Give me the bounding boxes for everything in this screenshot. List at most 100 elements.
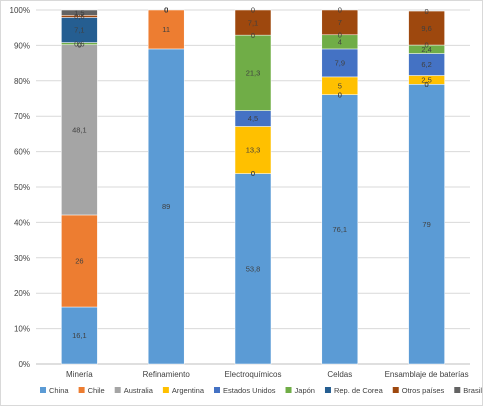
data-label: 7,1 — [74, 26, 84, 35]
data-label: 0 — [164, 6, 168, 15]
legend-swatch — [285, 387, 292, 393]
category-label: Electroquímicos — [225, 370, 282, 379]
legend-label: Chile — [88, 386, 105, 395]
data-label: 0 — [338, 90, 342, 99]
y-tick-label: 40% — [14, 218, 30, 227]
legend-swatch — [324, 387, 331, 393]
data-label: 7,9 — [335, 59, 345, 68]
data-label: 13,3 — [246, 146, 261, 155]
category-label: Refinamiento — [143, 370, 191, 379]
legend-swatch — [78, 387, 85, 393]
legend-label: Rep. de Corea — [334, 386, 384, 395]
y-tick-label: 80% — [14, 77, 30, 86]
bar-segment — [234, 126, 272, 174]
y-tick-label: 20% — [14, 289, 30, 298]
data-label: 0 — [251, 169, 255, 178]
bar-segment — [147, 48, 185, 365]
data-label: 2,5 — [421, 76, 431, 85]
data-label: 4 — [338, 38, 342, 47]
y-tick-label: 10% — [14, 325, 30, 334]
legend-label: Estados Unidos — [223, 386, 276, 395]
data-label: 11 — [162, 25, 170, 34]
data-label: 4,5 — [248, 114, 258, 123]
data-label: 5 — [338, 81, 342, 90]
data-label: 0 — [425, 80, 429, 89]
bar-segment — [234, 34, 272, 111]
y-tick-label: 0% — [18, 360, 30, 369]
legend-swatch — [114, 387, 121, 393]
y-tick-label: 60% — [14, 148, 30, 157]
data-label: 0 — [338, 6, 342, 15]
data-label: 0 — [425, 7, 429, 16]
y-axis-ticks: 0% 10% 20% 30% 40% 50% 60% 70% 80% 90% 100% — [10, 6, 30, 369]
data-label: 0 — [164, 6, 168, 15]
legend-swatch — [40, 387, 46, 393]
y-tick-label: 70% — [14, 112, 30, 121]
data-label: 0 — [251, 31, 255, 40]
data-label: 0 — [77, 40, 81, 49]
legend-label: Japón — [295, 386, 315, 395]
data-label: 16,1 — [72, 331, 87, 340]
x-axis-categories: Minería Refinamiento Electroquímicos Celdas… — [66, 370, 469, 379]
legend-swatch — [392, 387, 399, 393]
bar-segment — [234, 9, 272, 36]
data-label: 0,6 — [74, 39, 84, 48]
data-label: 48,1 — [72, 126, 87, 135]
data-label: 0 — [338, 30, 342, 39]
data-label: 0 — [164, 6, 168, 15]
bar-segment — [61, 9, 98, 16]
data-label: 0 — [425, 41, 429, 50]
data-label: 0 — [251, 6, 255, 15]
legend-label: China — [49, 386, 69, 395]
bar-segment — [61, 17, 98, 43]
data-label: 0,6 — [74, 12, 84, 21]
bar-segment — [408, 10, 445, 46]
bar-segment — [321, 48, 359, 78]
data-label: 0 — [251, 169, 255, 178]
legend-swatch — [454, 387, 461, 393]
bar-segment — [321, 94, 359, 365]
legend-label: Otros países — [402, 386, 445, 395]
bar-segment — [234, 173, 272, 365]
data-label: 76,1 — [332, 225, 347, 234]
data-label: 7,1 — [248, 18, 258, 27]
y-tick-label: 90% — [14, 41, 30, 50]
data-label: 0 — [164, 6, 168, 15]
legend-label: Australia — [124, 386, 154, 395]
data-label: 9,6 — [421, 24, 431, 33]
data-label: 0 — [164, 6, 168, 15]
y-tick-label: 50% — [14, 183, 30, 192]
data-label: 2,4 — [421, 45, 431, 54]
data-labels: 16,12648,1000,67,10,61,58911000000053,80… — [72, 6, 432, 341]
bar-segment — [321, 9, 359, 36]
data-label: 0 — [425, 80, 429, 89]
data-label: 79 — [422, 220, 430, 229]
category-label: Celdas — [327, 370, 352, 379]
data-label: 0 — [338, 90, 342, 99]
data-label: 0 — [164, 6, 168, 15]
legend-swatch — [214, 387, 220, 393]
category-label: Ensamblaje de baterías — [385, 370, 469, 379]
bar-segment — [61, 306, 98, 365]
bar-segment — [61, 214, 98, 308]
legend-label: Argentina — [172, 386, 205, 395]
data-label: 26 — [75, 257, 83, 266]
data-label: 89 — [162, 202, 170, 211]
data-label: 0 — [164, 6, 168, 15]
bar-segment — [408, 84, 445, 365]
data-label: 0 — [77, 40, 81, 49]
legend: China Chile Australia Argentina Estados Unid… — [40, 386, 482, 395]
bars — [61, 9, 445, 365]
y-tick-label: 30% — [14, 254, 30, 263]
data-label: 1,5 — [74, 8, 84, 17]
legend-label: Brasil — [463, 386, 482, 395]
data-label: 7 — [338, 18, 342, 27]
bar-segment — [61, 44, 98, 216]
data-label: 6,2 — [421, 60, 431, 69]
data-label: 53,8 — [246, 264, 261, 273]
legend-swatch — [162, 387, 169, 393]
y-tick-label: 100% — [10, 6, 30, 15]
category-label: Minería — [66, 370, 93, 379]
